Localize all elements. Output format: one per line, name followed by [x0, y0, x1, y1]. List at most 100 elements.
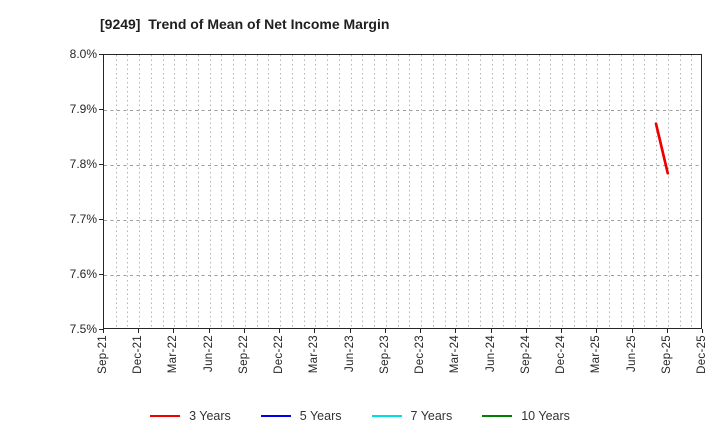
y-tick-label: 7.7% [69, 212, 97, 226]
x-tick-label: Dec-23 [414, 335, 427, 374]
x-tick-mark [314, 329, 316, 333]
x-tick-label-box: Jun-25 [612, 335, 652, 397]
gridline-vertical [338, 55, 340, 328]
x-tick-label: Mar-22 [167, 335, 180, 374]
x-tick-label: Jun-24 [484, 335, 497, 372]
gridline-vertical [374, 55, 376, 328]
y-tick-label: 8.0% [69, 47, 97, 61]
gridline-vertical [209, 55, 211, 328]
y-tick-label: 7.5% [69, 322, 97, 336]
legend-swatch-7-years [371, 415, 402, 417]
x-tick-label-box: Dec-25 [682, 335, 720, 397]
gridline-vertical [421, 55, 423, 328]
legend-item-3-years: 3 Years [150, 409, 231, 423]
gridline-horizontal [104, 220, 701, 221]
x-tick-mark [349, 329, 351, 333]
legend: 3 Years 5 Years 7 Years 10 Years [0, 404, 720, 428]
x-tick-mark [666, 329, 668, 333]
x-tick-mark [455, 329, 457, 333]
gridline-vertical [620, 55, 622, 328]
gridline-vertical [244, 55, 246, 328]
gridline-vertical [468, 55, 470, 328]
gridline-vertical [667, 55, 669, 328]
gridline-vertical [573, 55, 575, 328]
gridline-vertical [609, 55, 611, 328]
gridline-vertical [233, 55, 235, 328]
gridline-vertical [303, 55, 305, 328]
y-tick-mark [99, 219, 103, 220]
x-tick-label: Sep-25 [660, 335, 673, 374]
x-tick-label: Mar-23 [308, 335, 321, 374]
gridline-vertical [327, 55, 329, 328]
x-tick-mark [525, 329, 527, 333]
gridline-vertical [479, 55, 481, 328]
gridline-vertical [538, 55, 540, 328]
gridline-horizontal [104, 165, 701, 166]
x-tick-mark [243, 329, 245, 333]
y-tick-mark [99, 164, 103, 165]
legend-label-3-years: 3 Years [189, 409, 231, 423]
gridline-horizontal [104, 110, 701, 111]
legend-label-5-years: 5 Years [299, 409, 342, 423]
x-tick-label-box: Mar-24 [435, 335, 475, 397]
y-tick-mark [99, 274, 103, 275]
gridline-vertical [585, 55, 587, 328]
x-tick-mark [208, 329, 210, 333]
x-tick-label: Jun-22 [202, 335, 215, 372]
legend-swatch-5-years [260, 415, 291, 417]
gridline-vertical [515, 55, 517, 328]
x-tick-mark [279, 329, 281, 333]
x-tick-mark [702, 329, 703, 333]
gridline-vertical [315, 55, 317, 328]
x-tick-label-box: Mar-25 [576, 335, 616, 397]
x-tick-label: Sep-23 [378, 335, 391, 374]
x-tick-label: Mar-25 [590, 335, 603, 374]
gridline-vertical [221, 55, 223, 328]
gridline-vertical [139, 55, 141, 328]
y-tick-label: 7.8% [69, 157, 97, 171]
x-tick-label-box: Dec-23 [400, 335, 440, 397]
x-tick-label: Jun-25 [625, 335, 638, 372]
x-tick-mark [420, 329, 422, 333]
legend-item-5-years: 5 Years [260, 409, 342, 423]
x-tick-mark [490, 329, 492, 333]
gridline-vertical [597, 55, 599, 328]
x-tick-label: Dec-21 [132, 335, 145, 374]
gridline-vertical [656, 55, 658, 328]
gridline-vertical [350, 55, 352, 328]
y-tick-mark [99, 329, 103, 330]
x-tick-label-box: Sep-23 [365, 335, 405, 397]
x-tick-label: Dec-22 [273, 335, 286, 374]
x-tick-label-box: Jun-24 [471, 335, 511, 397]
gridline-vertical [291, 55, 293, 328]
gridline-vertical [644, 55, 646, 328]
x-tick-label-box: Dec-21 [118, 335, 158, 397]
gridline-vertical [562, 55, 564, 328]
plot-area [103, 54, 702, 329]
legend-item-10-years: 10 Years [482, 409, 570, 423]
gridline-vertical [256, 55, 258, 328]
gridline-vertical [503, 55, 505, 328]
gridline-vertical [162, 55, 164, 328]
gridline-vertical [397, 55, 399, 328]
x-tick-label: Sep-22 [237, 335, 250, 374]
y-tick-label: 7.9% [69, 102, 97, 116]
y-tick-mark [99, 54, 103, 55]
gridline-vertical [526, 55, 528, 328]
gridline-vertical [444, 55, 446, 328]
gridline-vertical [150, 55, 152, 328]
legend-item-7-years: 7 Years [371, 409, 452, 423]
gridline-vertical [385, 55, 387, 328]
gridline-vertical [456, 55, 458, 328]
gridline-horizontal [104, 275, 701, 276]
x-tick-label: Mar-24 [449, 335, 462, 374]
y-tick-mark [99, 109, 103, 110]
x-tick-label-box: Jun-23 [330, 335, 370, 397]
series-line-3-years [654, 122, 670, 175]
x-tick-mark [173, 329, 175, 333]
gridline-vertical [491, 55, 493, 328]
gridline-vertical [362, 55, 364, 328]
x-tick-label-box: Sep-24 [506, 335, 546, 397]
x-tick-label: Jun-23 [343, 335, 356, 372]
x-tick-label: Sep-21 [97, 335, 109, 374]
